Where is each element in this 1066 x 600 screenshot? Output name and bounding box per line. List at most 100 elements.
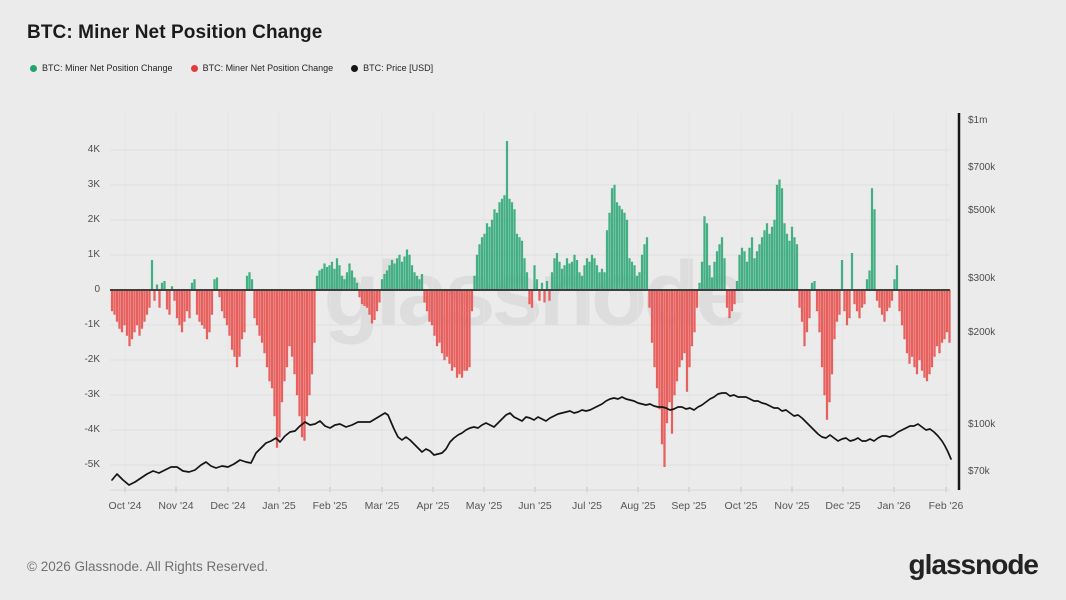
bar-positive xyxy=(160,282,164,291)
bar-positive xyxy=(500,198,504,291)
page-title: BTC: Miner Net Position Change xyxy=(27,22,323,43)
bar-positive xyxy=(485,223,489,291)
x-axis-month-label: Nov '25 xyxy=(774,500,810,512)
bar-negative xyxy=(945,289,949,333)
bar-positive xyxy=(335,258,339,291)
bar-negative xyxy=(900,289,904,326)
bar-positive xyxy=(555,253,559,291)
bar-negative xyxy=(198,289,201,322)
bar-positive xyxy=(588,261,591,291)
bar-positive xyxy=(398,254,401,291)
bar-positive xyxy=(328,265,331,291)
bar-positive xyxy=(840,260,844,291)
bar-negative xyxy=(168,289,171,315)
bar-negative xyxy=(303,289,306,441)
bar-positive xyxy=(578,272,581,291)
bar-negative xyxy=(140,289,144,329)
bar-positive xyxy=(850,253,854,291)
bar-positive xyxy=(723,258,726,291)
bar-negative xyxy=(820,289,824,368)
bar-negative xyxy=(310,289,314,375)
bar-negative xyxy=(685,289,689,392)
legend-item-price[interactable]: BTC: Price [USD] xyxy=(351,63,433,73)
bar-positive xyxy=(763,230,766,291)
bar-positive xyxy=(585,258,589,291)
bar-negative xyxy=(203,289,206,329)
bar-negative xyxy=(255,289,259,326)
bar-positive xyxy=(383,274,386,291)
bar-negative xyxy=(463,289,466,371)
bar-negative xyxy=(233,289,236,357)
bar-positive xyxy=(558,261,561,291)
bar-positive xyxy=(325,267,329,291)
bar-positive xyxy=(348,263,351,291)
bar-negative xyxy=(290,289,294,357)
bar-positive xyxy=(635,275,639,291)
bar-negative xyxy=(145,289,149,315)
x-axis-month-label: Dec '24 xyxy=(210,500,246,512)
bar-negative xyxy=(165,289,169,310)
bar-positive xyxy=(870,188,874,291)
bar-negative xyxy=(223,289,226,319)
bar-negative xyxy=(240,289,244,340)
bar-negative xyxy=(543,289,546,303)
bar-positive xyxy=(590,254,594,291)
red-series-dot-icon xyxy=(190,64,198,72)
legend-item-miner-net-position-positive[interactable]: BTC: Miner Net Position Change xyxy=(30,63,173,73)
bar-negative xyxy=(313,289,316,343)
bar-positive xyxy=(570,261,574,291)
bar-negative xyxy=(260,289,264,343)
bar-negative xyxy=(920,289,924,371)
bar-positive xyxy=(758,244,761,291)
y-axis-left-label: 2K xyxy=(87,214,100,225)
bar-negative xyxy=(115,289,119,322)
bar-negative xyxy=(263,289,266,354)
bar-negative xyxy=(135,289,139,326)
bar-negative xyxy=(800,289,804,322)
bar-negative xyxy=(265,289,269,368)
bar-positive xyxy=(250,279,254,291)
legend-item-label: BTC: Miner Net Position Change xyxy=(202,63,334,73)
x-axis-month-label: Feb '26 xyxy=(928,500,964,512)
bar-negative xyxy=(548,289,551,301)
bar-positive xyxy=(523,258,526,291)
legend-item-miner-net-position-negative[interactable]: BTC: Miner Net Position Change xyxy=(190,63,334,73)
bar-negative xyxy=(268,289,271,382)
bar-negative xyxy=(845,289,849,326)
bar-negative xyxy=(915,289,919,375)
bar-positive xyxy=(575,260,579,291)
bar-positive xyxy=(755,251,759,291)
bar-positive xyxy=(390,260,394,291)
bar-negative xyxy=(468,289,471,368)
bar-positive xyxy=(408,254,411,291)
bar-negative xyxy=(828,289,831,403)
bar-positive xyxy=(333,268,336,291)
bar-negative xyxy=(910,289,914,357)
bar-positive xyxy=(610,188,614,291)
bar-negative xyxy=(205,289,209,340)
bar-positive xyxy=(478,244,481,291)
bar-positive xyxy=(505,141,509,291)
bar-negative xyxy=(270,289,274,389)
bar-negative xyxy=(195,289,199,315)
bar-negative xyxy=(695,289,699,308)
bar-positive xyxy=(560,268,564,291)
bar-positive xyxy=(395,258,399,291)
bar-positive xyxy=(163,281,166,291)
bar-positive xyxy=(545,281,549,291)
legend-item-label: BTC: Price [USD] xyxy=(363,63,434,73)
legend-item-label: BTC: Miner Net Position Change xyxy=(42,63,173,73)
bar-positive xyxy=(245,275,249,291)
bar-positive xyxy=(495,212,499,291)
bar-positive xyxy=(760,237,764,291)
bar-negative xyxy=(435,289,439,347)
bar-negative xyxy=(860,289,864,308)
bar-negative xyxy=(230,289,234,350)
x-axis-month-label: Mar '25 xyxy=(364,500,400,512)
bar-positive xyxy=(775,184,779,291)
bar-positive xyxy=(318,270,321,291)
bar-negative xyxy=(888,289,891,308)
bar-positive xyxy=(540,282,544,291)
